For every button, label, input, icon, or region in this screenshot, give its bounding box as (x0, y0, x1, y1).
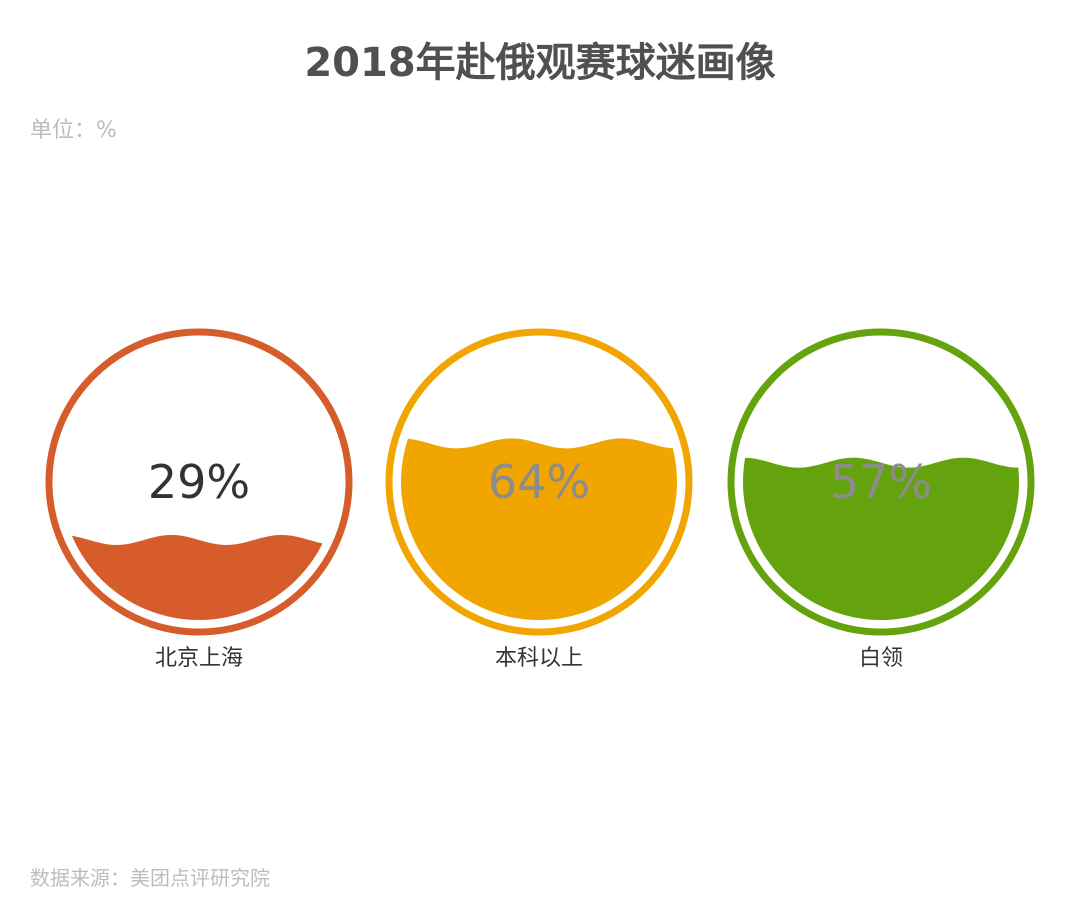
gauge-1: 29% 北京上海 (45, 328, 353, 671)
liquid-fill (401, 438, 677, 620)
category-label: 白领 (859, 646, 903, 671)
value-label: 57% (830, 455, 932, 509)
source-note: 数据来源：美团点评研究院 (30, 866, 270, 890)
category-label: 本科以上 (495, 646, 583, 671)
liquid-fill (743, 457, 1019, 620)
category-label: 北京上海 (155, 646, 243, 671)
gauge-ring (45, 328, 353, 636)
gauge-ring (385, 328, 693, 636)
gauge-ring (727, 328, 1035, 636)
value-label: 29% (148, 455, 250, 509)
liquid-fill (61, 534, 337, 620)
liquid-fill-chart: 29% 北京上海 64% 本科以上 57% 白领 (45, 328, 1035, 671)
value-label: 64% (488, 455, 590, 509)
unit-label: 单位：% (30, 118, 117, 143)
chart-title: 2018年赴俄观赛球迷画像 (304, 40, 776, 86)
gauge-3: 57% 白领 (727, 328, 1035, 671)
gauge-2: 64% 本科以上 (385, 328, 693, 671)
